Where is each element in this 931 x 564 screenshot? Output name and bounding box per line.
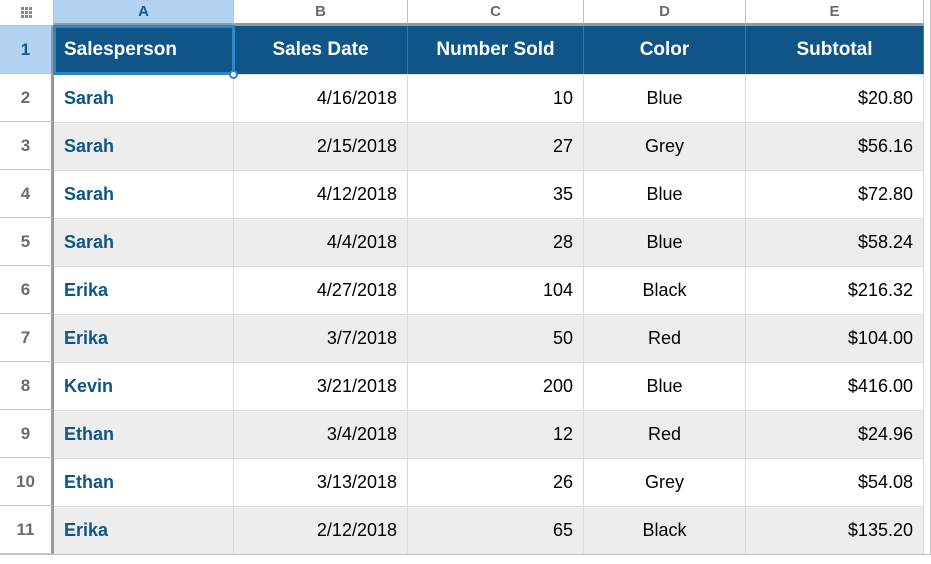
cell-sales-date[interactable]: 4/12/2018 xyxy=(234,170,408,218)
cell-number-sold[interactable]: 50 xyxy=(408,314,584,362)
cell-salesperson[interactable]: Ethan xyxy=(54,410,234,458)
row-header-9[interactable]: 9 xyxy=(0,410,54,458)
cell-salesperson[interactable]: Sarah xyxy=(54,122,234,170)
cell-salesperson[interactable]: Sarah xyxy=(54,218,234,266)
cell-subtotal[interactable]: $104.00 xyxy=(746,314,924,362)
cell-subtotal[interactable]: $416.00 xyxy=(746,362,924,410)
cell-subtotal[interactable]: $54.08 xyxy=(746,458,924,506)
cell-number-sold[interactable]: 26 xyxy=(408,458,584,506)
cell-subtotal[interactable]: $135.20 xyxy=(746,506,924,554)
cell-sales-date[interactable]: 3/7/2018 xyxy=(234,314,408,362)
cell-subtotal[interactable]: $20.80 xyxy=(746,74,924,122)
cell-subtotal[interactable]: $216.32 xyxy=(746,266,924,314)
cell-salesperson[interactable]: Sarah xyxy=(54,170,234,218)
grid-icon xyxy=(21,7,33,19)
cell-number-sold[interactable]: 35 xyxy=(408,170,584,218)
row-header-6[interactable]: 6 xyxy=(0,266,54,314)
cell-color[interactable]: Black xyxy=(584,506,746,554)
column-header-d[interactable]: D xyxy=(584,0,746,26)
cell-color[interactable]: Red xyxy=(584,410,746,458)
cell-sales-date[interactable]: 4/16/2018 xyxy=(234,74,408,122)
cell-subtotal[interactable]: $72.80 xyxy=(746,170,924,218)
cell-color[interactable]: Blue xyxy=(584,74,746,122)
cell-sales-date[interactable]: 3/4/2018 xyxy=(234,410,408,458)
cell-subtotal[interactable]: $56.16 xyxy=(746,122,924,170)
column-header-a[interactable]: A xyxy=(54,0,234,26)
cell-color[interactable]: Grey xyxy=(584,458,746,506)
header-cell-number-sold[interactable]: Number Sold xyxy=(408,26,584,74)
header-cell-salesperson[interactable]: Salesperson xyxy=(54,26,234,74)
row-header-1[interactable]: 1 xyxy=(0,26,54,74)
cell-number-sold[interactable]: 27 xyxy=(408,122,584,170)
header-cell-sales-date[interactable]: Sales Date xyxy=(234,26,408,74)
cell-salesperson[interactable]: Ethan xyxy=(54,458,234,506)
cell-sales-date[interactable]: 3/21/2018 xyxy=(234,362,408,410)
cell-number-sold[interactable]: 200 xyxy=(408,362,584,410)
row-header-3[interactable]: 3 xyxy=(0,122,54,170)
row-header-10[interactable]: 10 xyxy=(0,458,54,506)
row-header-7[interactable]: 7 xyxy=(0,314,54,362)
cell-salesperson[interactable]: Kevin xyxy=(54,362,234,410)
cell-number-sold[interactable]: 10 xyxy=(408,74,584,122)
column-header-c[interactable]: C xyxy=(408,0,584,26)
cell-number-sold[interactable]: 28 xyxy=(408,218,584,266)
row-header-4[interactable]: 4 xyxy=(0,170,54,218)
cell-number-sold[interactable]: 65 xyxy=(408,506,584,554)
select-all-corner[interactable] xyxy=(0,0,54,26)
cell-color[interactable]: Grey xyxy=(584,122,746,170)
cell-salesperson[interactable]: Sarah xyxy=(54,74,234,122)
cell-sales-date[interactable]: 3/13/2018 xyxy=(234,458,408,506)
cell-color[interactable]: Blue xyxy=(584,218,746,266)
column-header-b[interactable]: B xyxy=(234,0,408,26)
spreadsheet-grid[interactable]: ABCDE 1SalespersonSales DateNumber SoldCo… xyxy=(0,0,931,555)
selection-handle[interactable] xyxy=(229,70,238,79)
cell-color[interactable]: Red xyxy=(584,314,746,362)
cell-salesperson[interactable]: Erika xyxy=(54,506,234,554)
cell-subtotal[interactable]: $58.24 xyxy=(746,218,924,266)
cell-sales-date[interactable]: 2/15/2018 xyxy=(234,122,408,170)
cell-sales-date[interactable]: 4/27/2018 xyxy=(234,266,408,314)
cell-color[interactable]: Blue xyxy=(584,362,746,410)
cell-sales-date[interactable]: 4/4/2018 xyxy=(234,218,408,266)
row-header-8[interactable]: 8 xyxy=(0,362,54,410)
cell-salesperson[interactable]: Erika xyxy=(54,314,234,362)
cell-number-sold[interactable]: 104 xyxy=(408,266,584,314)
column-header-e[interactable]: E xyxy=(746,0,924,26)
header-cell-color[interactable]: Color xyxy=(584,26,746,74)
row-header-11[interactable]: 11 xyxy=(0,506,54,554)
cell-salesperson[interactable]: Erika xyxy=(54,266,234,314)
cell-color[interactable]: Blue xyxy=(584,170,746,218)
cell-sales-date[interactable]: 2/12/2018 xyxy=(234,506,408,554)
cell-number-sold[interactable]: 12 xyxy=(408,410,584,458)
row-header-5[interactable]: 5 xyxy=(0,218,54,266)
header-cell-subtotal[interactable]: Subtotal xyxy=(746,26,924,74)
row-header-2[interactable]: 2 xyxy=(0,74,54,122)
cell-color[interactable]: Black xyxy=(584,266,746,314)
cell-subtotal[interactable]: $24.96 xyxy=(746,410,924,458)
